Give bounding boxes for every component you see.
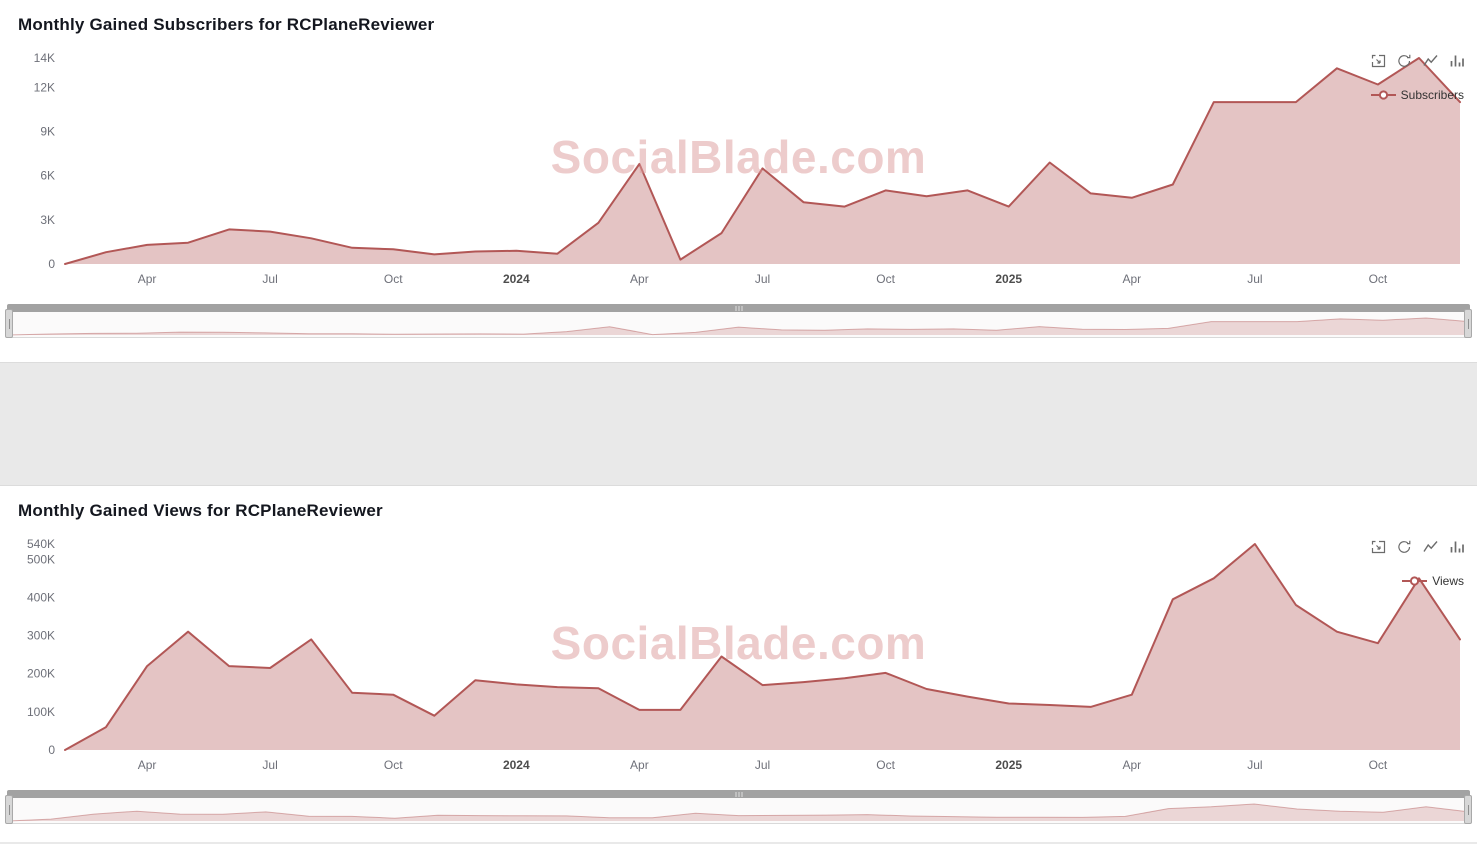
- zoom-select-icon[interactable]: [1371, 540, 1386, 554]
- views-datazoom-slider[interactable]: [5, 790, 1472, 824]
- svg-text:Oct: Oct: [384, 272, 403, 286]
- subscribers-chart-title: Monthly Gained Subscribers for RCPlaneRe…: [18, 15, 435, 34]
- views-chart-area: 0 100K 200K 300K 400K 500K 540K Apr Jul Oct 2024 Ap…: [0, 528, 1477, 786]
- legend-label: Views: [1432, 574, 1464, 588]
- svg-text:2025: 2025: [995, 272, 1022, 286]
- zoom-select-icon[interactable]: [1371, 54, 1386, 68]
- legend-marker-icon: [1402, 576, 1428, 586]
- svg-text:Jul: Jul: [755, 758, 770, 772]
- svg-text:500K: 500K: [27, 552, 55, 566]
- views-chart-card: Monthly Gained Views for RCPlaneReviewer…: [0, 485, 1477, 842]
- line-chart-icon[interactable]: [1423, 54, 1438, 68]
- svg-text:Apr: Apr: [1122, 272, 1141, 286]
- svg-text:100K: 100K: [27, 705, 55, 719]
- svg-text:Jul: Jul: [1247, 758, 1262, 772]
- svg-text:14K: 14K: [34, 51, 55, 65]
- views-chart-title: Monthly Gained Views for RCPlaneReviewer: [18, 501, 383, 520]
- svg-text:2024: 2024: [503, 272, 530, 286]
- svg-text:9K: 9K: [40, 125, 55, 139]
- datazoom-move-handle[interactable]: [7, 304, 1470, 312]
- bar-chart-icon[interactable]: [1449, 540, 1464, 554]
- subscribers-chart-canvas[interactable]: 0 3K 6K 9K 12K 14K Apr Jul Oct 2024 Apr Jul Oct 2025 A…: [0, 42, 1477, 300]
- svg-text:3K: 3K: [40, 213, 55, 227]
- restore-icon[interactable]: [1397, 54, 1412, 68]
- svg-text:Apr: Apr: [1122, 758, 1141, 772]
- subscribers-datazoom-slider[interactable]: [5, 304, 1472, 338]
- datazoom-grip-icon: [735, 791, 742, 797]
- svg-text:Jul: Jul: [755, 272, 770, 286]
- svg-text:540K: 540K: [27, 537, 55, 551]
- svg-text:Oct: Oct: [876, 272, 895, 286]
- svg-text:Oct: Oct: [384, 758, 403, 772]
- svg-text:Apr: Apr: [138, 272, 157, 286]
- subscribers-chart-card: Monthly Gained Subscribers for RCPlaneRe…: [0, 0, 1477, 363]
- legend-item-views[interactable]: Views: [1402, 574, 1464, 588]
- svg-text:2024: 2024: [503, 758, 530, 772]
- legend-label: Subscribers: [1400, 88, 1464, 102]
- svg-text:Jul: Jul: [262, 272, 277, 286]
- svg-text:400K: 400K: [27, 590, 55, 604]
- subscribers-chart-area: 0 3K 6K 9K 12K 14K Apr Jul Oct 2024 Apr Jul Oct 2025 A…: [0, 42, 1477, 300]
- datazoom-right-handle[interactable]: [1464, 795, 1472, 824]
- svg-text:Jul: Jul: [262, 758, 277, 772]
- datazoom-preview[interactable]: [5, 795, 1472, 824]
- datazoom-right-handle[interactable]: [1464, 309, 1472, 338]
- datazoom-preview[interactable]: [5, 309, 1472, 338]
- svg-text:Apr: Apr: [630, 272, 649, 286]
- datazoom-mini-chart: [8, 798, 1469, 822]
- line-chart-icon[interactable]: [1423, 540, 1438, 554]
- restore-icon[interactable]: [1397, 540, 1412, 554]
- bar-chart-icon[interactable]: [1449, 54, 1464, 68]
- datazoom-left-handle[interactable]: [5, 795, 13, 824]
- chart-toolbox: [1371, 540, 1464, 554]
- svg-text:Jul: Jul: [1247, 272, 1262, 286]
- datazoom-mini-chart: [8, 312, 1469, 336]
- svg-text:12K: 12K: [34, 80, 55, 94]
- datazoom-grip-icon: [735, 305, 742, 311]
- svg-text:6K: 6K: [40, 169, 55, 183]
- svg-text:0: 0: [48, 257, 55, 271]
- svg-text:Oct: Oct: [1369, 272, 1388, 286]
- datazoom-left-handle[interactable]: [5, 309, 13, 338]
- svg-text:Apr: Apr: [630, 758, 649, 772]
- svg-text:200K: 200K: [27, 667, 55, 681]
- datazoom-move-handle[interactable]: [7, 790, 1470, 798]
- svg-text:2025: 2025: [995, 758, 1022, 772]
- svg-text:Apr: Apr: [138, 758, 157, 772]
- legend-marker-icon: [1370, 90, 1396, 100]
- svg-text:0: 0: [48, 743, 55, 757]
- chart-toolbox: [1371, 54, 1464, 68]
- svg-text:Oct: Oct: [876, 758, 895, 772]
- legend-item-subscribers[interactable]: Subscribers: [1370, 88, 1464, 102]
- svg-text:300K: 300K: [27, 629, 55, 643]
- svg-text:Oct: Oct: [1369, 758, 1388, 772]
